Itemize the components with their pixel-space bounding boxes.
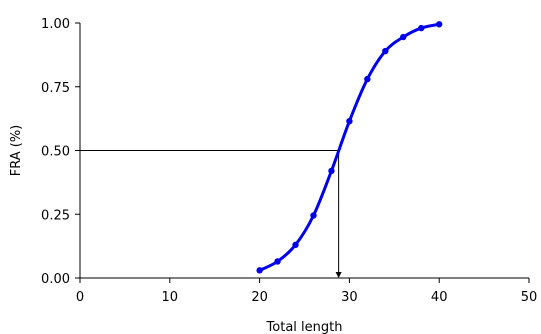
y-tick-label: 0.50 <box>41 145 70 160</box>
data-point <box>256 267 263 274</box>
x-tick-label: 20 <box>251 290 268 305</box>
data-point <box>292 241 299 249</box>
y-tick-label: 0.25 <box>41 208 70 223</box>
data-point <box>274 258 281 265</box>
data-point <box>328 167 335 175</box>
data-point <box>418 24 425 32</box>
y-axis-title: FRA (%) <box>9 125 24 177</box>
y-tick-label: 0.00 <box>41 272 70 287</box>
data-point <box>310 212 317 219</box>
data-point <box>400 33 407 41</box>
series-line <box>258 22 441 272</box>
data-point <box>346 117 353 125</box>
data-point <box>364 75 371 83</box>
plot-area <box>256 21 443 274</box>
data-point <box>382 47 389 55</box>
axes <box>75 22 530 283</box>
y-tick-label: 0.75 <box>41 81 70 96</box>
x-tick-label: 30 <box>341 290 358 305</box>
x-tick-label: 50 <box>521 290 538 305</box>
x-tick-label: 10 <box>162 290 179 305</box>
reference-lines <box>80 150 342 278</box>
data-point <box>436 21 443 28</box>
x-tick-label: 40 <box>431 290 448 305</box>
x-axis-title: Total length <box>266 320 343 334</box>
axis-labels: 0 10 20 30 40 50 0.00 0.25 0.50 0.75 1.00 <box>41 17 537 305</box>
reference-arrowhead <box>335 272 342 278</box>
y-tick-label: 1.00 <box>41 17 70 32</box>
x-tick-label: 0 <box>76 290 84 305</box>
